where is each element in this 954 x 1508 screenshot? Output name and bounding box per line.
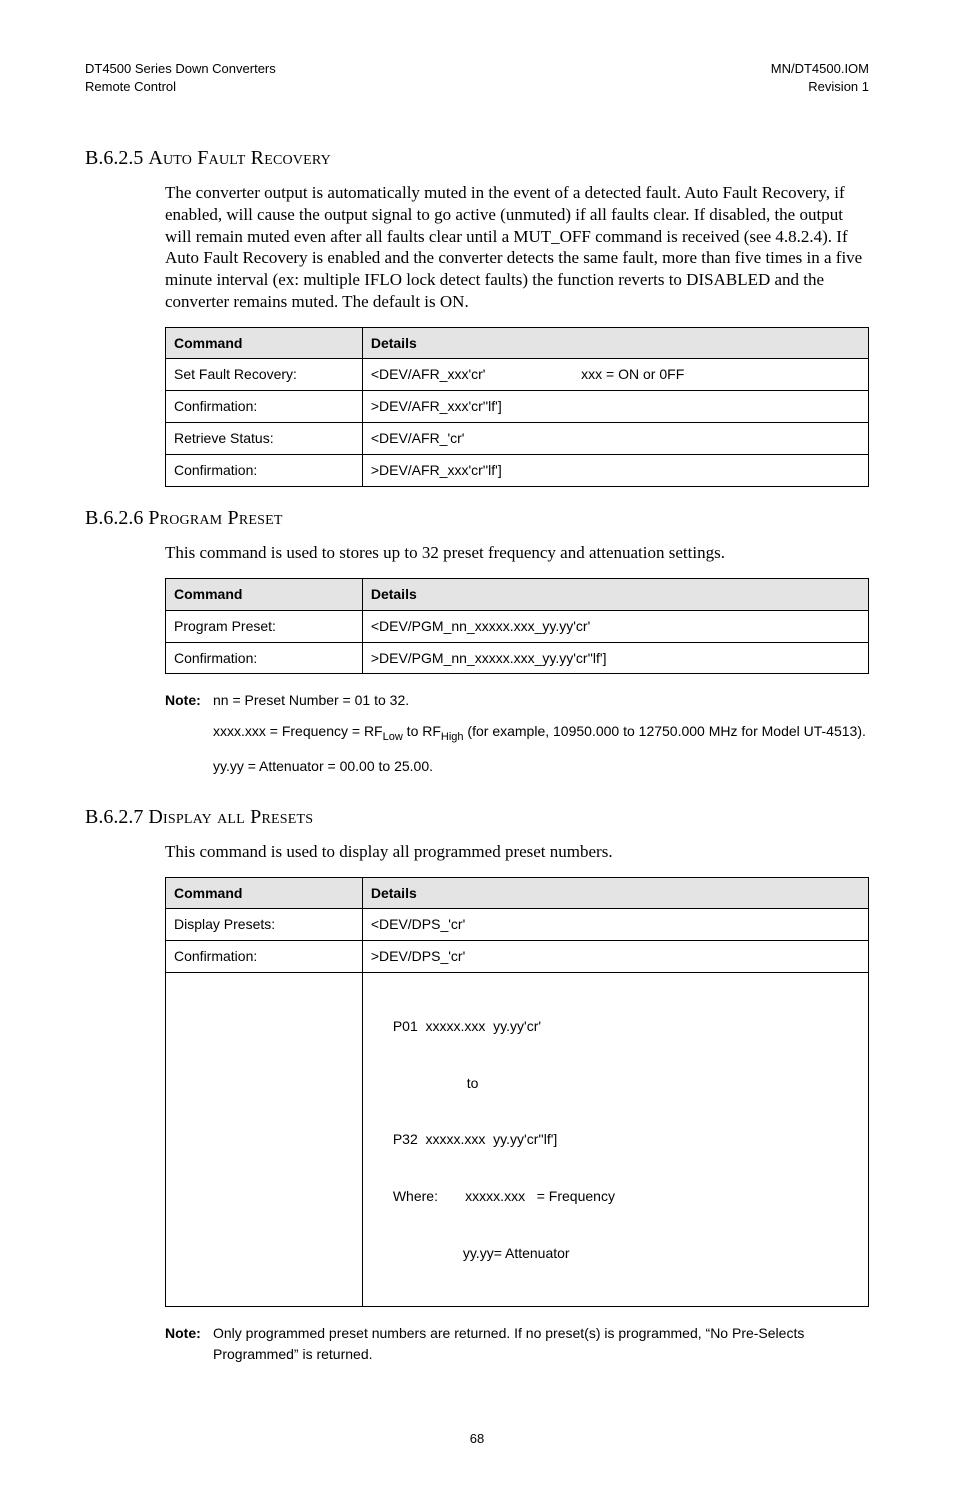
table-header-row: Command Details [166, 578, 869, 610]
cell-command: Confirmation: [166, 455, 363, 487]
note-line: yy.yy = Attenuator = 00.00 to 25.00. [213, 756, 869, 776]
header-left: DT4500 Series Down Converters Remote Con… [85, 60, 276, 95]
table-row: Confirmation: >DEV/AFR_xxx'cr''lf'] [166, 391, 869, 423]
page-number: 68 [85, 1430, 869, 1448]
th-command: Command [166, 877, 363, 909]
note-body: nn = Preset Number = 01 to 32. xxxx.xxx … [213, 690, 869, 785]
note-line: xxxx.xxx = Frequency = RFLow to RFHigh (… [213, 721, 869, 746]
para-auto-fault-recovery: The converter output is automatically mu… [165, 182, 869, 313]
cell-command: Confirmation: [166, 391, 363, 423]
header-product: DT4500 Series Down Converters [85, 60, 276, 78]
heading-program-preset: B.6.2.6 Program Preset [85, 505, 869, 532]
header-section: Remote Control [85, 78, 276, 96]
table-header-row: Command Details [166, 877, 869, 909]
cell-command: Display Presets: [166, 909, 363, 941]
table-header-row: Command Details [166, 327, 869, 359]
cell-command: Retrieve Status: [166, 423, 363, 455]
subscript: Low [383, 731, 403, 743]
table-row: Confirmation: >DEV/PGM_nn_xxxxx.xxx_yy.y… [166, 642, 869, 674]
table-row: Confirmation: >DEV/AFR_xxx'cr''lf'] [166, 455, 869, 487]
detail-line: Where: xxxxx.xxx = Frequency [393, 1187, 860, 1206]
cell-details-multi: P01 xxxxx.xxx yy.yy'cr' to P32 xxxxx.xxx… [362, 973, 868, 1307]
th-command: Command [166, 327, 363, 359]
heading-number: B.6.2.5 [85, 147, 143, 169]
heading-title: Display all Presets [148, 806, 313, 828]
cell-command: Set Fault Recovery: [166, 359, 363, 391]
table-row: P01 xxxxx.xxx yy.yy'cr' to P32 xxxxx.xxx… [166, 973, 869, 1307]
table-program-preset: Command Details Program Preset: <DEV/PGM… [165, 578, 869, 675]
table-row: Program Preset: <DEV/PGM_nn_xxxxx.xxx_yy… [166, 610, 869, 642]
table-row: Set Fault Recovery: <DEV/AFR_xxx'cr' xxx… [166, 359, 869, 391]
note-label: Note: [165, 1323, 213, 1374]
detail-line: P01 xxxxx.xxx yy.yy'cr' [393, 1017, 860, 1036]
cell-details: <DEV/DPS_'cr' [362, 909, 868, 941]
th-details: Details [362, 578, 868, 610]
heading-title: Program Preset [148, 507, 282, 529]
para-display-all-presets: This command is used to display all prog… [165, 841, 869, 863]
note-display-all-presets: Note: Only programmed preset numbers are… [165, 1323, 869, 1374]
th-details: Details [362, 877, 868, 909]
header-right: MN/DT4500.IOM Revision 1 [771, 60, 869, 95]
cell-details: >DEV/DPS_'cr' [362, 941, 868, 973]
header-revision: Revision 1 [771, 78, 869, 96]
cell-details: <DEV/PGM_nn_xxxxx.xxx_yy.yy'cr' [362, 610, 868, 642]
cell-command: Confirmation: [166, 642, 363, 674]
note-text: to RF [403, 723, 441, 739]
page-header: DT4500 Series Down Converters Remote Con… [85, 60, 869, 95]
cell-command: Program Preset: [166, 610, 363, 642]
table-row: Display Presets: <DEV/DPS_'cr' [166, 909, 869, 941]
detail-line: P32 xxxxx.xxx yy.yy'cr''lf'] [393, 1130, 860, 1149]
note-line: nn = Preset Number = 01 to 32. [213, 690, 869, 710]
th-details: Details [362, 327, 868, 359]
cell-details: <DEV/AFR_xxx'cr' xxx = ON or 0FF [362, 359, 868, 391]
details-left: <DEV/AFR_xxx'cr' [371, 365, 581, 384]
heading-display-all-presets: B.6.2.7 Display all Presets [85, 804, 869, 831]
cell-details: <DEV/AFR_'cr' [362, 423, 868, 455]
heading-number: B.6.2.7 [85, 806, 143, 828]
table-row: Retrieve Status: <DEV/AFR_'cr' [166, 423, 869, 455]
note-label: Note: [165, 690, 213, 785]
subscript: High [441, 731, 464, 743]
heading-number: B.6.2.6 [85, 507, 143, 529]
cell-command-empty [166, 973, 363, 1307]
th-command: Command [166, 578, 363, 610]
table-row: Confirmation: >DEV/DPS_'cr' [166, 941, 869, 973]
table-display-all-presets: Command Details Display Presets: <DEV/DP… [165, 877, 869, 1308]
note-line: Only programmed preset numbers are retur… [213, 1323, 869, 1364]
detail-line: to [393, 1074, 860, 1093]
para-program-preset: This command is used to stores up to 32 … [165, 542, 869, 564]
heading-auto-fault-recovery: B.6.2.5 Auto Fault Recovery [85, 145, 869, 172]
cell-details: >DEV/AFR_xxx'cr''lf'] [362, 391, 868, 423]
header-doc-id: MN/DT4500.IOM [771, 60, 869, 78]
note-text: (for example, 10950.000 to 12750.000 MHz… [464, 723, 866, 739]
details-right: xxx = ON or 0FF [581, 365, 684, 384]
cell-command: Confirmation: [166, 941, 363, 973]
cell-details: >DEV/PGM_nn_xxxxx.xxx_yy.yy'cr''lf'] [362, 642, 868, 674]
detail-line: yy.yy= Attenuator [393, 1244, 860, 1263]
note-body: Only programmed preset numbers are retur… [213, 1323, 869, 1374]
note-text: xxxx.xxx = Frequency = RF [213, 723, 383, 739]
heading-title: Auto Fault Recovery [148, 147, 331, 169]
cell-details: >DEV/AFR_xxx'cr''lf'] [362, 455, 868, 487]
note-program-preset: Note: nn = Preset Number = 01 to 32. xxx… [165, 690, 869, 785]
table-auto-fault-recovery: Command Details Set Fault Recovery: <DEV… [165, 327, 869, 487]
